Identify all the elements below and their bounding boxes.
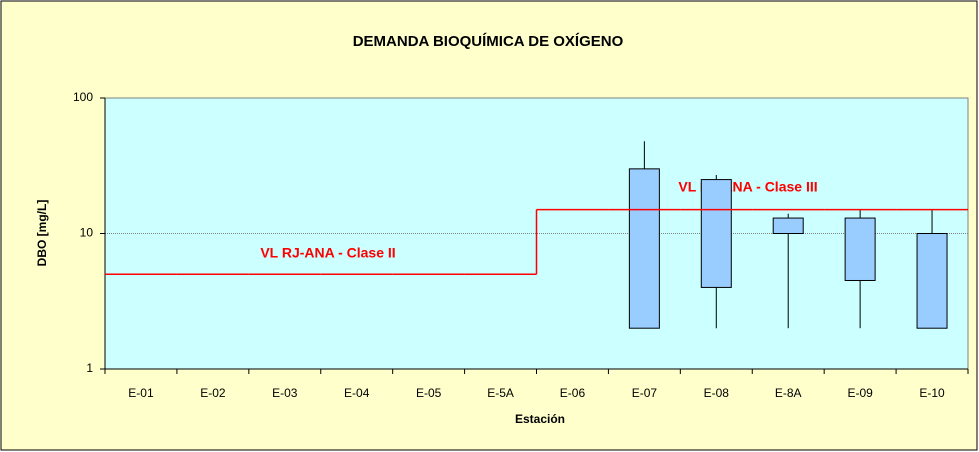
y-axis-label: DBO [mg/L] (35, 200, 49, 267)
x-tick-label: E-08 (704, 386, 730, 400)
box (844, 217, 876, 281)
box (916, 233, 948, 329)
x-tick-label: E-05 (416, 386, 442, 400)
x-tick-label: E-02 (200, 386, 226, 400)
x-tick-label: E-10 (919, 386, 945, 400)
box (772, 217, 804, 234)
x-tick-label: E-03 (272, 386, 298, 400)
x-tick-label: E-01 (128, 386, 154, 400)
x-tick-label: E-07 (632, 386, 658, 400)
y-tick-label: 100 (73, 90, 93, 104)
annotation: VL RJ-ANA - Clase III (678, 179, 817, 195)
chart-title: DEMANDA BIOQUÍMICA DE OXÍGENO (353, 33, 624, 50)
box (628, 168, 660, 329)
y-tick-label: 1 (86, 361, 93, 375)
x-axis-label: Estación (515, 412, 565, 426)
x-tick-label: E-06 (560, 386, 586, 400)
x-tick-label: E-8A (775, 386, 802, 400)
x-tick-label: E-5A (487, 386, 514, 400)
x-tick-label: E-09 (847, 386, 873, 400)
annotation: VL RJ-ANA - Clase II (260, 245, 395, 261)
box (700, 179, 732, 288)
x-tick-label: E-04 (344, 386, 370, 400)
y-tick-label: 10 (80, 226, 94, 240)
